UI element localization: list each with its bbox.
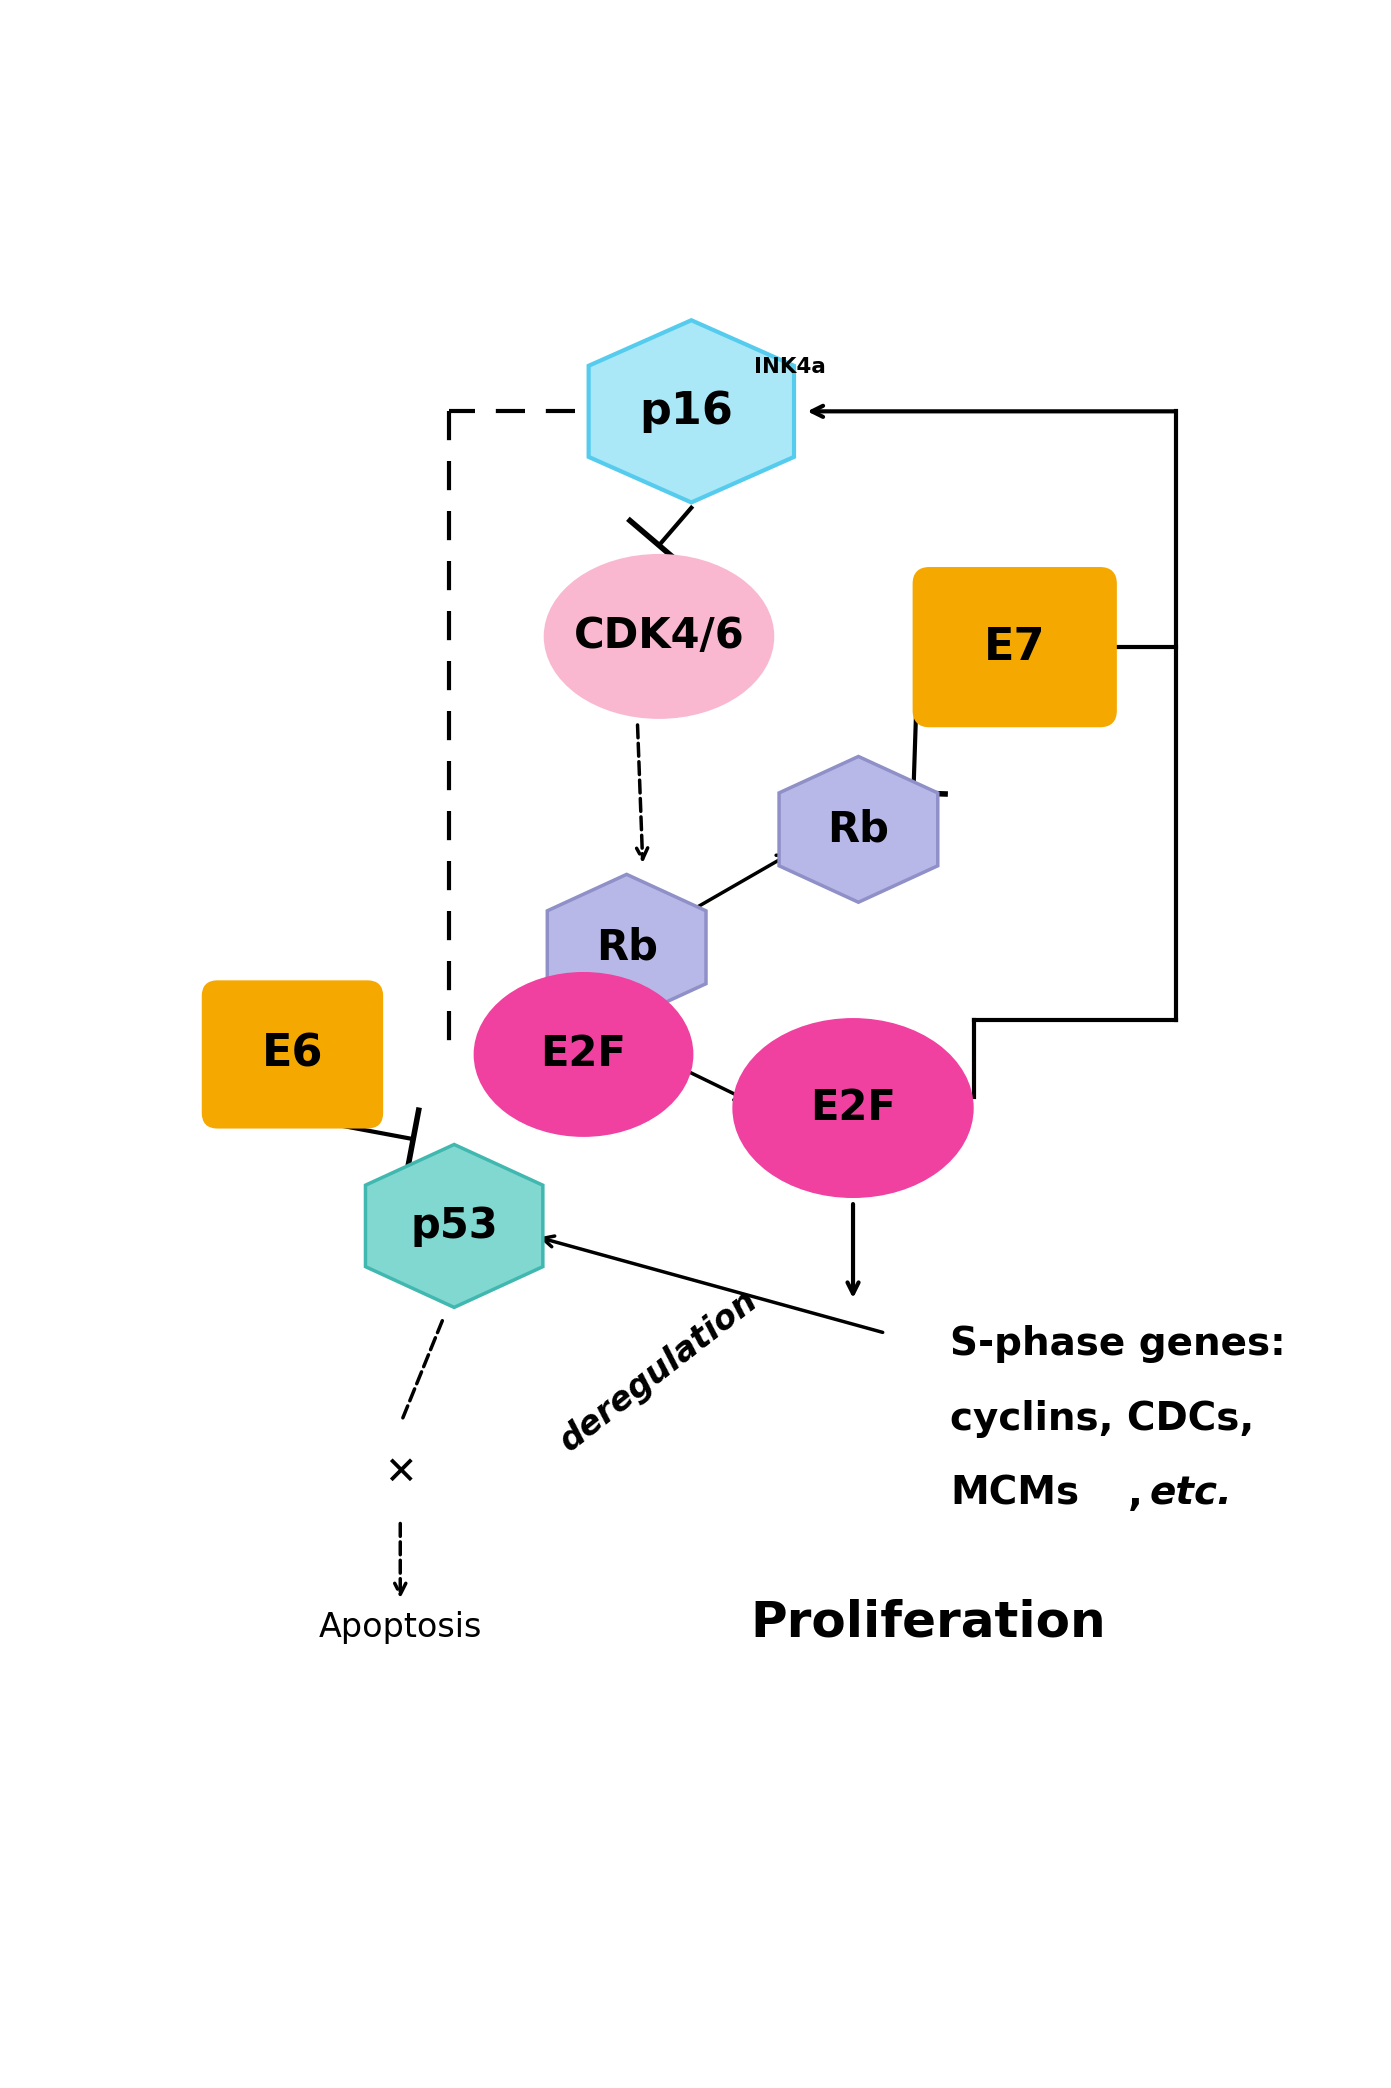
Text: Apoptosis: Apoptosis bbox=[319, 1612, 481, 1645]
Text: E2F: E2F bbox=[541, 1034, 626, 1075]
Text: E6: E6 bbox=[262, 1034, 323, 1075]
Polygon shape bbox=[366, 1144, 542, 1307]
FancyBboxPatch shape bbox=[204, 983, 381, 1125]
Text: MCMs: MCMs bbox=[950, 1474, 1079, 1514]
Text: Proliferation: Proliferation bbox=[751, 1599, 1106, 1647]
Ellipse shape bbox=[734, 1021, 971, 1196]
Text: ,: , bbox=[1128, 1474, 1156, 1514]
Text: p16: p16 bbox=[638, 390, 733, 432]
Text: Rb: Rb bbox=[595, 927, 658, 969]
Text: S-phase genes:: S-phase genes: bbox=[950, 1326, 1285, 1363]
Text: etc.: etc. bbox=[1149, 1474, 1232, 1514]
Ellipse shape bbox=[476, 975, 691, 1136]
Text: p53: p53 bbox=[410, 1205, 498, 1247]
Text: cyclins, CDCs,: cyclins, CDCs, bbox=[950, 1399, 1255, 1439]
Text: INK4a: INK4a bbox=[754, 357, 826, 378]
Text: Rb: Rb bbox=[828, 808, 889, 850]
Polygon shape bbox=[547, 875, 707, 1021]
Text: E7: E7 bbox=[983, 626, 1046, 668]
Text: deregulation: deregulation bbox=[554, 1284, 764, 1457]
Polygon shape bbox=[588, 319, 794, 503]
Ellipse shape bbox=[545, 555, 772, 716]
FancyBboxPatch shape bbox=[915, 570, 1114, 725]
Polygon shape bbox=[779, 756, 938, 902]
Text: E2F: E2F bbox=[810, 1088, 896, 1130]
Text: CDK4/6: CDK4/6 bbox=[573, 616, 744, 658]
Text: ✕: ✕ bbox=[384, 1453, 416, 1491]
